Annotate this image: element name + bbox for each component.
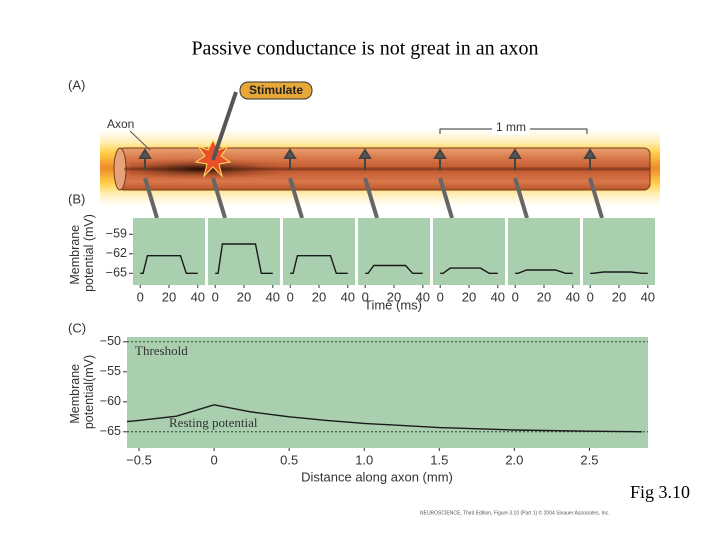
plot-area	[133, 218, 205, 285]
x-tick-label: 40	[641, 289, 655, 304]
y-axis-label: Membrane potential (mV)	[68, 214, 96, 292]
x-tick-label: 40	[341, 289, 355, 304]
x-tick-label: 40	[491, 289, 505, 304]
x-tick-label: 20	[612, 289, 626, 304]
x-tick-label: 1.0	[355, 452, 373, 467]
record-electrode	[513, 177, 529, 219]
record-electrode	[438, 177, 454, 219]
x-tick-label: 0	[512, 289, 519, 304]
axon-pointer	[129, 130, 151, 151]
x-tick-label: 0	[137, 289, 144, 304]
x-tick-label: 2.0	[505, 452, 523, 467]
y-axis-label: Membrane potential(mV)	[68, 355, 96, 429]
x-tick-label: 0	[437, 289, 444, 304]
credit: NEUROSCIENCE, Third Edition, Figure 3.10…	[420, 509, 610, 516]
x-tick-label: 40	[191, 289, 205, 304]
panel-label: (C)	[68, 320, 86, 335]
y-tick-label: −65	[106, 266, 127, 280]
x-tick-label: 20	[462, 289, 476, 304]
plot-area	[508, 218, 580, 285]
x-tick-label: 0	[210, 452, 217, 467]
trace	[365, 264, 423, 274]
record-electrode	[211, 177, 227, 219]
x-tick-label: 1.5	[430, 452, 448, 467]
x-tick-label: 40	[566, 289, 580, 304]
trace	[515, 269, 573, 274]
y-tick-label: −60	[100, 394, 121, 408]
plot-area	[433, 218, 505, 285]
figure-caption: Fig 3.10	[630, 482, 690, 502]
x-tick-label: 20	[387, 289, 401, 304]
x-tick-label: 0	[362, 289, 369, 304]
record-electrode	[588, 177, 604, 219]
scale-label: 1 mm	[496, 120, 526, 134]
y-tick-label: −55	[100, 364, 121, 378]
x-tick-label: 2.5	[580, 452, 598, 467]
x-tick-label: −0.5	[126, 452, 152, 467]
x-tick-label: 20	[537, 289, 551, 304]
trace	[590, 271, 648, 274]
x-tick-label: 0	[587, 289, 594, 304]
depolarized-core	[130, 158, 330, 180]
trace	[215, 243, 273, 274]
panel-label: (B)	[68, 191, 85, 206]
x-tick-label: 20	[237, 289, 251, 304]
panel-label: (A)	[68, 77, 85, 92]
y-tick-label: −50	[100, 334, 121, 348]
reference-label: Resting potential	[169, 415, 258, 430]
y-tick-label: −65	[100, 424, 121, 438]
trace	[290, 255, 348, 274]
trace	[126, 404, 643, 433]
plot-area	[583, 218, 655, 285]
record-electrode	[143, 177, 159, 219]
record-electrode	[288, 177, 304, 219]
reference-label: Threshold	[135, 343, 188, 358]
axon-label: Axon	[107, 117, 134, 131]
scale-bg	[492, 121, 530, 135]
stimulating-electrode	[211, 91, 238, 161]
plot-area	[283, 218, 355, 285]
x-tick-label: 40	[266, 289, 280, 304]
plot-area	[127, 337, 648, 448]
x-tick-label: 0	[212, 289, 219, 304]
x-tick-label: 0.5	[280, 452, 298, 467]
record-electrode	[363, 177, 379, 219]
x-axis-label: Time (ms)	[364, 297, 422, 312]
stimulate-label: Stimulate	[249, 83, 303, 97]
x-tick-label: 40	[416, 289, 430, 304]
x-tick-label: 20	[162, 289, 176, 304]
y-tick-label: −62	[106, 246, 127, 260]
plot-area	[358, 218, 430, 285]
trace	[140, 255, 198, 274]
x-tick-label: 0	[287, 289, 294, 304]
y-tick-label: −59	[106, 227, 127, 241]
x-tick-label: 20	[312, 289, 326, 304]
trace	[440, 267, 498, 274]
x-axis-label: Distance along axon (mm)	[301, 469, 453, 484]
plot-area	[208, 218, 280, 285]
slide-title: Passive conductance is not great in an a…	[191, 38, 538, 60]
stimulate-box	[239, 81, 313, 100]
axon-end	[113, 147, 127, 191]
current-arrows	[138, 148, 597, 170]
